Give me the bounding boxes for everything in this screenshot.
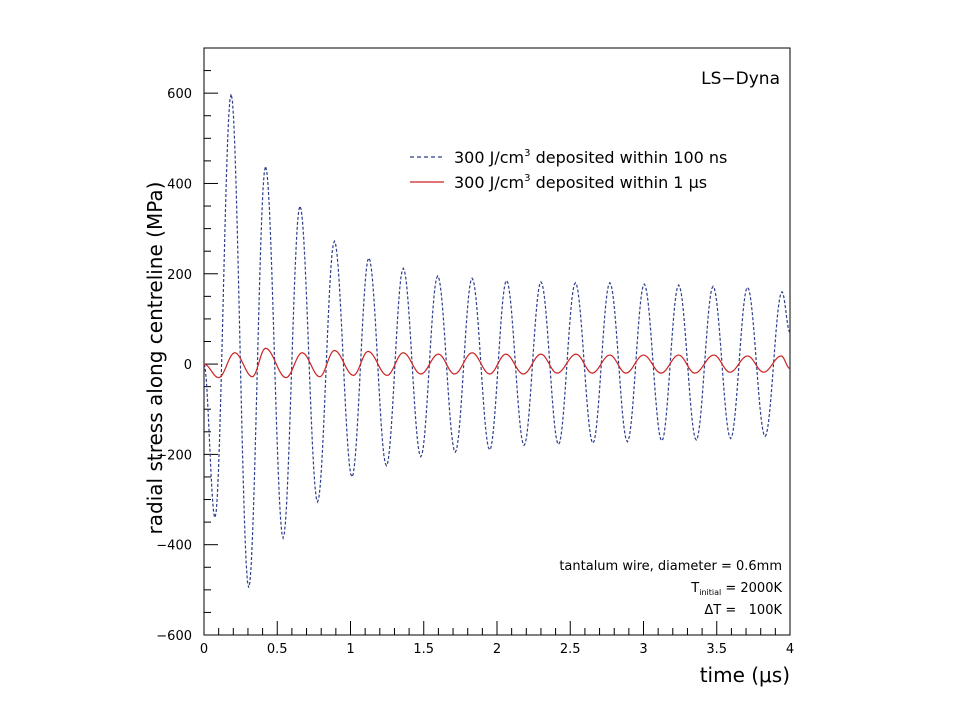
y-tick-label: −400 xyxy=(156,539,192,554)
legend-label-100ns: 300 J/cm3 deposited within 100 ns xyxy=(454,148,727,167)
x-tick-label: 3 xyxy=(639,642,647,657)
y-tick-label: 200 xyxy=(167,268,192,283)
chart-annotation: LS−Dyna xyxy=(701,69,780,89)
plot-border xyxy=(203,47,791,636)
info-line-tinitial: Tinitial = 2000K xyxy=(690,581,782,597)
series-group xyxy=(203,93,791,588)
legend: 300 J/cm3 deposited within 100 ns 300 J/… xyxy=(410,148,727,192)
y-tick-label: 600 xyxy=(167,87,192,102)
y-axis-title: radial stress along centreline (MPa) xyxy=(143,182,167,535)
x-tick-label: 2 xyxy=(493,642,501,657)
x-axis: 0 0.5 1 1.5 2 2.5 3 3.5 4 xyxy=(200,621,794,657)
series-line-100ns xyxy=(203,93,791,588)
y-tick-label: 400 xyxy=(167,177,192,192)
x-tick-label: 1.5 xyxy=(413,642,434,657)
plot-frame xyxy=(203,47,791,636)
x-tick-label: 1 xyxy=(346,642,354,657)
x-tick-label: 3.5 xyxy=(706,642,727,657)
info-line-wire: tantalum wire, diameter = 0.6mm xyxy=(559,559,782,574)
info-line-deltat: ΔT = 100K xyxy=(704,603,782,618)
y-tick-label: −600 xyxy=(156,629,192,644)
x-tick-label: 2.5 xyxy=(560,642,581,657)
legend-label-1us: 300 J/cm3 deposited within 1 μs xyxy=(454,173,707,192)
x-tick-label: 0.5 xyxy=(267,642,288,657)
y-tick-label: −200 xyxy=(156,448,192,463)
y-axis: −600 −400 −200 0 200 400 600 xyxy=(156,47,218,644)
series-line-1us xyxy=(203,347,791,379)
x-tick-label: 4 xyxy=(786,642,794,657)
info-block: tantalum wire, diameter = 0.6mm Tinitial… xyxy=(559,559,782,618)
x-axis-title: time (μs) xyxy=(700,663,790,687)
x-tick-label: 0 xyxy=(200,642,208,657)
y-tick-label: 0 xyxy=(184,358,192,373)
